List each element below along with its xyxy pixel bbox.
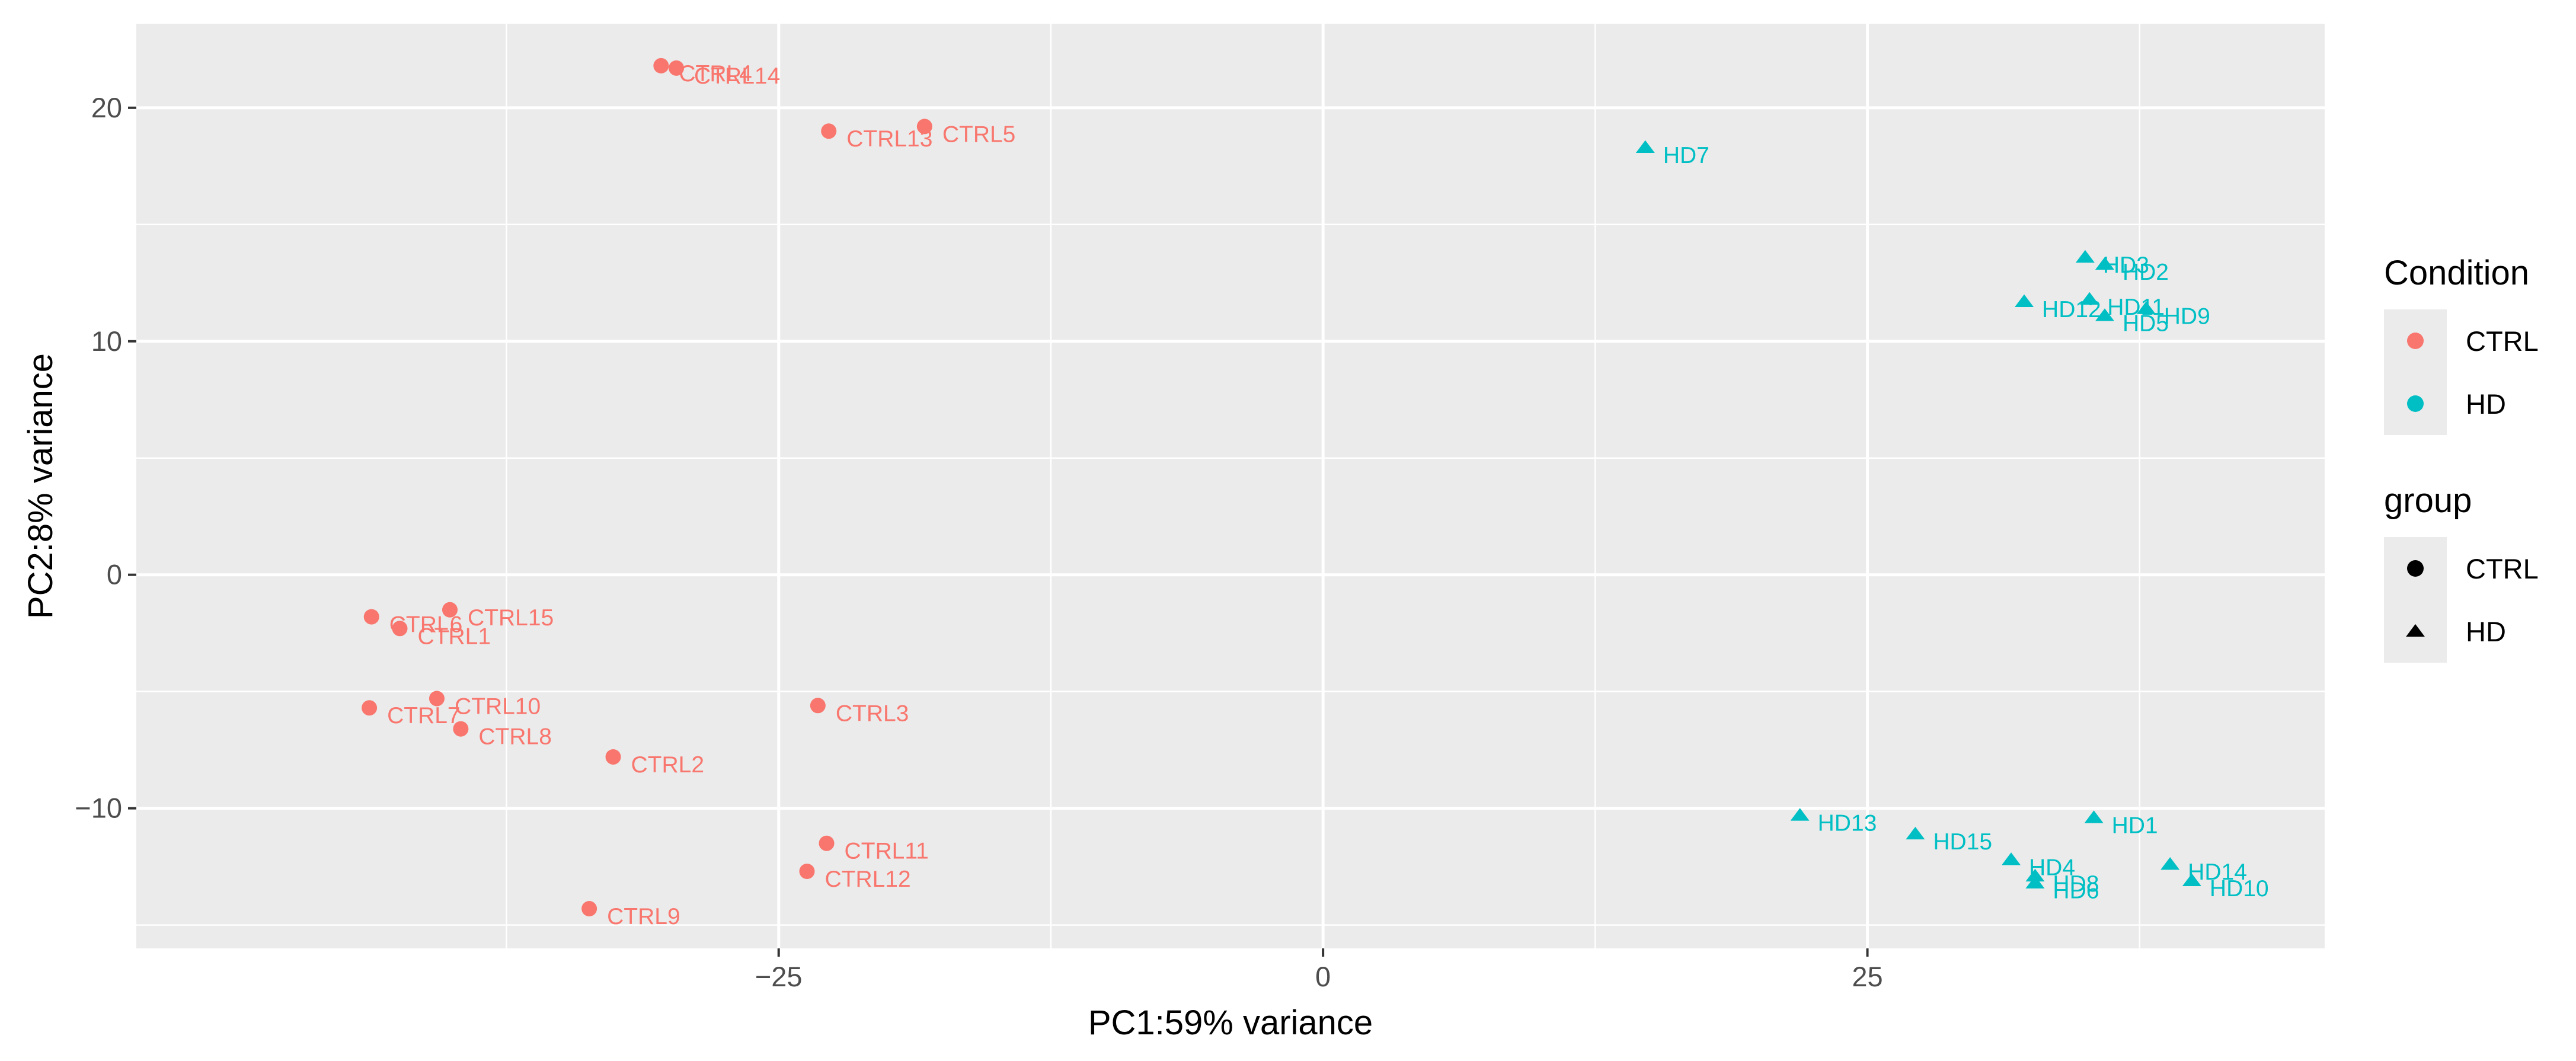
data-point-hd1 (2084, 810, 2104, 823)
point-label-hd10: HD10 (2210, 876, 2269, 902)
legend-label-condition-hd: HD (2466, 388, 2506, 420)
data-point-ctrl2 (605, 749, 621, 765)
x-axis-title: PC1:59% variance (1088, 1004, 1373, 1042)
y-axis-title: PC2:8% variance (21, 353, 60, 619)
point-label-hd11: HD11 (2107, 295, 2165, 320)
data-point-hd12 (2015, 294, 2034, 307)
point-label-hd1: HD1 (2112, 813, 2158, 838)
point-label-hd5: HD5 (2123, 311, 2169, 336)
data-point-hd10 (2182, 873, 2201, 886)
point-label-ctrl15: CTRL15 (468, 605, 554, 631)
data-point-ctrl1 (392, 621, 408, 637)
data-point-ctrl3 (810, 698, 826, 714)
point-label-ctrl10: CTRL10 (455, 694, 541, 719)
y-tick-label: 10 (91, 325, 122, 357)
y-axis: −10 0 10 20 (75, 92, 136, 824)
data-point-ctrl12 (799, 864, 815, 879)
legend-key-group-hd (2406, 624, 2425, 637)
data-point-hd4 (2001, 852, 2021, 865)
data-point-ctrl5 (916, 119, 932, 135)
data-point-ctrl4 (653, 57, 669, 73)
legend-title-group: group (2384, 481, 2472, 520)
legend-label-group-hd: HD (2466, 616, 2506, 647)
x-tick-label: 0 (1315, 961, 1331, 992)
data-point-hd14 (2160, 857, 2180, 870)
legend-key-condition-hd (2407, 395, 2424, 412)
legend-key-group-ctrl (2407, 560, 2424, 577)
point-label-hd4: HD4 (2029, 855, 2075, 880)
point-label-ctrl7: CTRL7 (387, 703, 461, 728)
data-point-ctrl11 (819, 835, 835, 851)
point-label-hd14: HD14 (2188, 859, 2247, 885)
data-point-ctrl6 (363, 609, 379, 625)
data-point-ctrl9 (581, 901, 597, 917)
point-label-ctrl8: CTRL8 (478, 724, 552, 750)
point-label-ctrl1: CTRL1 (418, 624, 491, 649)
x-tick-label: 25 (1852, 961, 1883, 992)
y-tick-label: 20 (91, 92, 122, 123)
data-point-ctrl14 (669, 60, 685, 76)
point-label-ctrl3: CTRL3 (836, 701, 909, 726)
point-label-ctrl2: CTRL2 (631, 752, 705, 778)
point-label-hd6: HD6 (2053, 878, 2099, 904)
data-point-hd5 (2095, 308, 2114, 321)
data-point-hd13 (1790, 808, 1810, 821)
point-label-ctrl6: CTRL6 (389, 612, 463, 638)
point-label-ctrl14: CTRL14 (694, 63, 780, 89)
point-label-ctrl13: CTRL13 (846, 126, 932, 152)
y-tick-label: 0 (107, 559, 122, 590)
data-point-hd15 (1906, 826, 1925, 840)
data-point-ctrl13 (821, 123, 837, 139)
point-label-hd9: HD9 (2164, 304, 2210, 330)
data-point-hd9 (2136, 301, 2156, 314)
point-label-hd2: HD2 (2123, 260, 2169, 285)
y-tick-label: −10 (75, 792, 122, 824)
point-label-hd7: HD7 (1663, 143, 1709, 168)
data-point-ctrl7 (362, 700, 378, 716)
point-label-ctrl5: CTRL5 (942, 122, 1016, 147)
x-axis: −25 0 25 (755, 948, 1883, 992)
point-label-hd12: HD12 (2042, 297, 2101, 322)
plot-panel (136, 24, 2325, 948)
data-point-ctrl15 (442, 602, 458, 618)
grid-minor (136, 24, 2325, 948)
data-point-hd11 (2080, 292, 2099, 305)
point-label-ctrl9: CTRL9 (607, 904, 680, 929)
point-label-hd15: HD15 (1933, 829, 1992, 855)
point-label-ctrl11: CTRL11 (845, 839, 929, 864)
data-point-hd6 (2025, 875, 2045, 889)
grid-major (136, 24, 2325, 948)
legend-title-condition: Condition (2384, 254, 2529, 292)
legend-label-group-ctrl: CTRL (2466, 553, 2539, 584)
point-label-ctrl4: CTRL4 (679, 61, 752, 87)
point-label-hd13: HD13 (1818, 810, 1877, 836)
point-label-hd3: HD3 (2103, 253, 2149, 278)
legend-label-condition-ctrl: CTRL (2466, 325, 2539, 357)
data-point-ctrl8 (453, 721, 469, 737)
legend: Condition CTRL HD group CTRL HD (2384, 254, 2539, 663)
data-point-hd8 (2025, 868, 2045, 882)
data-point-hd3 (2075, 250, 2095, 263)
data-point-ctrl10 (429, 691, 445, 707)
x-tick-label: −25 (755, 961, 803, 992)
data-point-hd7 (1635, 140, 1655, 153)
point-label-ctrl12: CTRL12 (824, 867, 910, 892)
legend-key-condition-ctrl (2407, 333, 2424, 349)
data-point-hd2 (2095, 257, 2114, 270)
point-label-hd8: HD8 (2053, 871, 2099, 897)
data-points (362, 57, 2201, 917)
